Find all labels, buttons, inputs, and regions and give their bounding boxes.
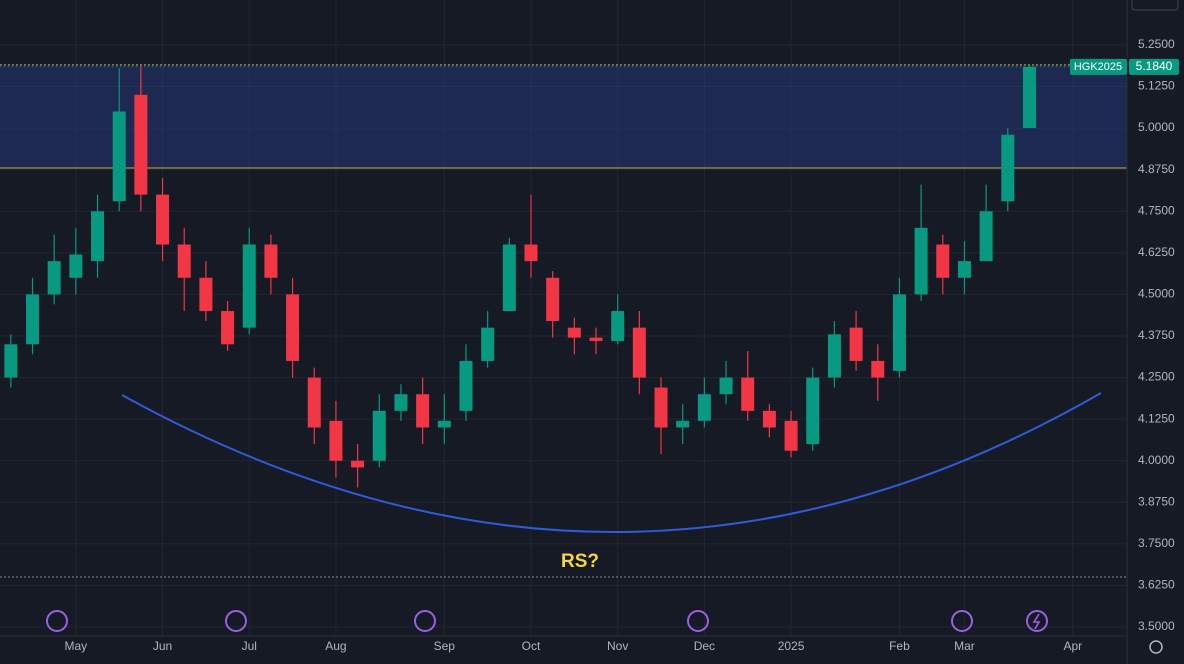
y-tick-label: 4.6250 [1138, 245, 1175, 259]
candle-body [1022, 66, 1036, 129]
candle-body [91, 211, 105, 262]
x-tick-label: Mar [954, 639, 975, 653]
candle-body [26, 294, 40, 345]
y-tick-label: 4.2500 [1138, 370, 1175, 384]
candle-body [47, 261, 61, 295]
y-tick-label: 5.1250 [1138, 79, 1175, 93]
y-tick-label: 3.8750 [1138, 494, 1175, 508]
zone-layer [0, 64, 1127, 169]
candle-body [481, 327, 495, 361]
candle-body [654, 387, 668, 428]
y-tick-label: 4.0000 [1138, 453, 1175, 467]
x-tick-label: 2025 [778, 639, 805, 653]
x-tick-label: Nov [607, 639, 628, 653]
x-tick-label: Feb [889, 639, 910, 653]
candle-body [286, 294, 300, 361]
x-tick-label: Aug [325, 639, 346, 653]
scale-button[interactable] [1131, 0, 1179, 11]
candle-body [177, 244, 191, 278]
event-icon[interactable] [414, 610, 436, 632]
resistance-zone [0, 64, 1127, 168]
candle-body [394, 394, 408, 411]
y-tick-label: 4.3750 [1138, 328, 1175, 342]
candle-body [502, 244, 516, 312]
candle-body [676, 420, 690, 428]
candle-body [632, 327, 646, 378]
last-price-tag [1129, 58, 1179, 75]
candle-body [524, 244, 538, 262]
candle-body [416, 394, 430, 428]
candle-body [957, 261, 971, 278]
candle-body [762, 410, 776, 428]
candle-body [567, 327, 581, 338]
candle-body [871, 360, 885, 378]
rounding-curve [121, 392, 1102, 533]
candle-body [979, 211, 993, 262]
event-icon[interactable] [951, 610, 973, 632]
candle-body [156, 194, 170, 245]
event-icon[interactable] [687, 610, 709, 632]
lightning [1032, 613, 1041, 630]
y-tick-label: 4.1250 [1138, 411, 1175, 425]
candle-body [264, 244, 278, 278]
x-tick-label: May [65, 639, 88, 653]
candle-body [221, 311, 235, 345]
last-price-label: 5.1840 [1136, 59, 1173, 73]
event-icon[interactable] [225, 610, 247, 632]
candle-body [849, 327, 863, 361]
y-tick-label: 3.7500 [1138, 536, 1175, 550]
y-tick-label: 4.7500 [1138, 203, 1175, 217]
x-tick-label: Apr [1063, 639, 1082, 653]
candle-body [134, 94, 148, 195]
candle-body [827, 334, 841, 378]
x-tick-label: Jun [153, 639, 172, 653]
event-icon[interactable] [46, 610, 68, 632]
y-tick-label: 4.8750 [1138, 162, 1175, 176]
y-tick-label: 3.5000 [1138, 619, 1175, 633]
candle-body [329, 420, 343, 461]
x-tick-label: Jul [242, 639, 257, 653]
candle-body [806, 377, 820, 445]
candle-body [589, 337, 603, 341]
x-tick-label: Dec [694, 639, 715, 653]
candle-body [4, 344, 18, 378]
candle-body [242, 244, 256, 328]
annotation: RS? [561, 551, 599, 572]
candle-body [372, 410, 386, 461]
event-icon[interactable] [1026, 610, 1048, 632]
candle-body [719, 377, 733, 395]
candle-body [112, 111, 126, 202]
candle-body [199, 277, 213, 312]
candle-body [546, 277, 560, 322]
y-tick-label: 4.5000 [1138, 287, 1175, 301]
candle-body [1001, 134, 1015, 202]
candle-body [459, 360, 473, 411]
x-tick-label: Sep [434, 639, 456, 653]
candle-body [69, 254, 83, 278]
y-tick-label: 3.6250 [1138, 578, 1175, 592]
settings-button[interactable] [1149, 640, 1163, 654]
candle-body [784, 420, 798, 451]
event-icons [46, 610, 1048, 632]
candle-body [697, 394, 711, 421]
candle-body [892, 294, 906, 371]
symbol-tag [1070, 58, 1127, 75]
y-tick-label: 5.0000 [1138, 120, 1175, 134]
candle-body [437, 420, 451, 428]
candle-body [351, 460, 365, 468]
symbol-label: HGK2025 [1074, 61, 1122, 73]
candle-body [307, 377, 321, 428]
candle-body [741, 377, 755, 411]
candles [4, 64, 1036, 488]
x-tick-label: Oct [522, 639, 541, 653]
y-tick-label: 5.2500 [1138, 37, 1175, 51]
candle-body [936, 244, 950, 278]
candle-body [611, 311, 625, 341]
candle-body [914, 227, 928, 295]
